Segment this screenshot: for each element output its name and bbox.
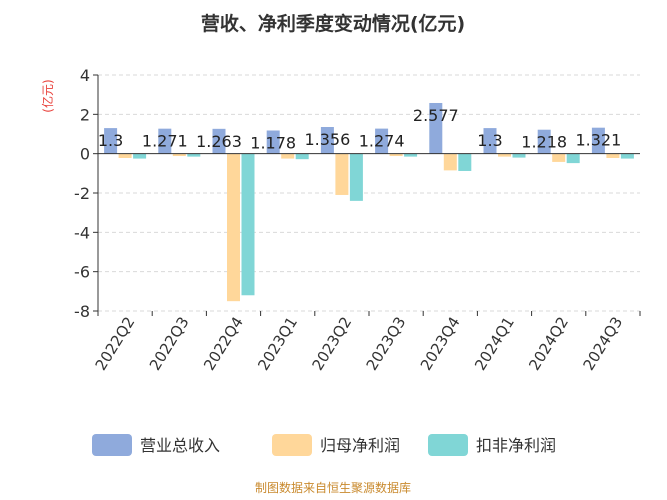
legend-swatch-1 (272, 434, 312, 456)
legend: 营业总收入 归母净利润 扣非净利润 (92, 434, 556, 456)
y-tick-label: -2 (74, 184, 90, 203)
y-axis-label: (亿元) (40, 79, 55, 112)
bar-2024Q1-s2 (512, 153, 526, 158)
bar-2023Q1-s1 (281, 153, 295, 159)
bar-2024Q2-s2 (566, 153, 580, 164)
data-label-2023Q1: 1.178 (250, 133, 296, 152)
bar-2023Q3-s0 (375, 128, 389, 154)
legend-label-0: 营业总收入 (140, 436, 220, 455)
bar-2022Q2-s2 (133, 153, 147, 159)
bar-2022Q4-s1 (227, 153, 240, 302)
bar-2023Q4-s1 (443, 153, 457, 171)
x-tick-label-2024Q1: 2024Q1 (471, 314, 518, 374)
y-tick-label: 0 (80, 145, 90, 164)
data-label-2024Q2: 1.218 (521, 133, 567, 152)
y-tick-label: -6 (74, 263, 90, 282)
bar-2023Q2-s1 (335, 153, 349, 195)
bar-2023Q4-s2 (458, 153, 472, 171)
data-label-2022Q3: 1.271 (142, 132, 188, 151)
x-tick-label-2024Q2: 2024Q2 (525, 314, 572, 374)
bar-2024Q2-s1 (552, 153, 566, 162)
bar-2022Q2-s0 (104, 128, 118, 154)
chart-title: 营收、净利季度变动情况(亿元) (201, 12, 465, 35)
x-axis-ticks: 2022Q2 2022Q3 2022Q4 2023Q1 2023Q2 2023Q3 2023… (92, 311, 641, 374)
bar-2022Q3-s1 (172, 153, 186, 157)
x-tick-label-2022Q3: 2022Q3 (146, 314, 193, 374)
bar-2023Q1-s2 (295, 153, 309, 160)
data-label-2024Q3: 1.321 (575, 131, 621, 150)
legend-swatch-0 (92, 434, 132, 456)
data-label-2022Q4: 1.263 (196, 132, 242, 151)
bars (104, 102, 634, 302)
bar-2022Q3-s0 (158, 128, 172, 154)
bar-2022Q2-s1 (118, 153, 132, 158)
x-tick-label-2022Q4: 2022Q4 (200, 314, 247, 374)
bar-2022Q4-s2 (241, 153, 255, 296)
x-tick-label-2023Q2: 2023Q2 (308, 314, 355, 374)
y-tick-label: -8 (74, 302, 90, 321)
bar-2023Q4-s0 (429, 102, 443, 154)
data-label-2023Q2: 1.356 (304, 130, 350, 149)
bar-2023Q3-s2 (404, 153, 418, 157)
bar-2023Q2-s2 (349, 153, 363, 201)
bar-2024Q3-s0 (591, 127, 605, 154)
footer-source: 制图数据来自恒生聚源数据库 (255, 480, 411, 495)
data-label-2022Q2: 1.3 (98, 131, 123, 150)
x-tick-label-2022Q2: 2022Q2 (92, 314, 139, 374)
bar-2022Q3-s2 (187, 153, 201, 157)
grid-lines (98, 74, 640, 312)
x-tick-label-2024Q3: 2024Q3 (579, 314, 626, 374)
bar-2023Q3-s1 (389, 153, 403, 157)
bar-2024Q2-s0 (537, 129, 551, 154)
bar-2024Q1-s0 (483, 128, 497, 154)
bar-2023Q1-s0 (266, 130, 280, 154)
y-tick-label: 2 (80, 105, 90, 124)
y-tick-label: -4 (74, 223, 90, 242)
bar-2022Q4-s0 (212, 128, 226, 154)
data-label-2024Q1: 1.3 (477, 131, 502, 150)
y-axis-ticks: 4 2 0 -2 -4 -6 -8 (74, 66, 98, 321)
data-label-2023Q4: 2.577 (413, 106, 459, 125)
x-tick-label-2023Q1: 2023Q1 (254, 314, 301, 374)
y-tick-label: 4 (80, 66, 90, 85)
data-labels: 1.3 1.271 1.263 1.178 1.356 1.274 2.577 1.3 1.21… (98, 106, 621, 153)
bar-2024Q3-s1 (606, 153, 620, 158)
bar-2023Q2-s0 (320, 126, 334, 154)
legend-label-1: 归母净利润 (320, 436, 400, 455)
x-tick-label-2023Q4: 2023Q4 (417, 314, 464, 374)
bar-2024Q1-s1 (498, 153, 511, 157)
legend-label-2: 扣非净利润 (476, 436, 556, 455)
x-tick-label-2023Q3: 2023Q3 (363, 314, 410, 374)
bar-2024Q3-s2 (620, 153, 634, 159)
legend-swatch-2 (428, 434, 468, 456)
data-label-2023Q3: 1.274 (359, 132, 405, 151)
